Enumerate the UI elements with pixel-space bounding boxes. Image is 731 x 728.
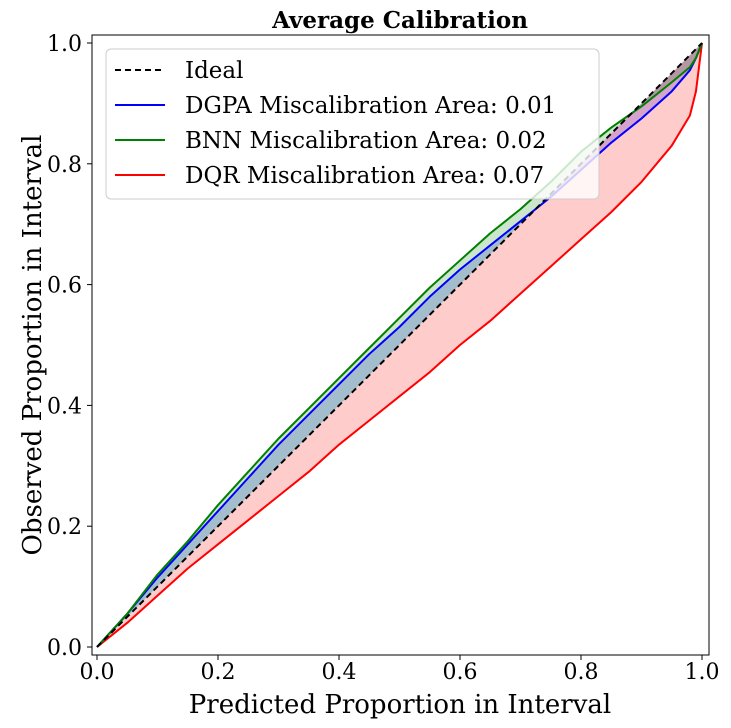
y-tick-label: 1.0 <box>47 32 82 57</box>
x-tick-label: 0.2 <box>201 660 236 685</box>
legend: Ideal DGPA Miscalibration Area: 0.01 BNN… <box>105 48 600 200</box>
series-line-bnn <box>96 42 703 648</box>
y-tick-label: 0.4 <box>47 394 82 419</box>
series-line-ideal <box>96 42 703 648</box>
y-tick-label: 0.0 <box>47 636 82 661</box>
x-axis-ticks: 0.0 0.2 0.4 0.6 0.8 1.0 <box>80 655 720 685</box>
x-tick-label: 0.0 <box>80 660 115 685</box>
x-tick-label: 1.0 <box>685 660 720 685</box>
legend-label-dgpa: DGPA Miscalibration Area: 0.01 <box>185 93 556 119</box>
y-axis-ticks: 0.0 0.2 0.4 0.6 0.8 1.0 <box>47 32 92 661</box>
plot-frame <box>91 34 710 656</box>
series-lines <box>96 42 703 648</box>
x-tick-label: 0.6 <box>443 660 478 685</box>
y-tick-label: 0.2 <box>47 515 82 540</box>
x-tick-label: 0.4 <box>322 660 357 685</box>
legend-label-bnn: BNN Miscalibration Area: 0.02 <box>185 128 547 154</box>
y-tick-label: 0.6 <box>47 274 82 299</box>
chart-title: Average Calibration <box>271 7 528 34</box>
x-axis-label: Predicted Proportion in Interval <box>189 690 611 720</box>
series-line-dgpa <box>96 42 703 648</box>
series-line-dqr <box>96 42 703 648</box>
legend-box <box>105 48 600 200</box>
x-tick-label: 0.8 <box>564 660 599 685</box>
y-axis-label: Observed Proportion in Interval <box>18 135 48 556</box>
legend-label-dqr: DQR Miscalibration Area: 0.07 <box>185 163 544 189</box>
legend-label-ideal: Ideal <box>185 58 244 84</box>
y-tick-label: 0.8 <box>47 153 82 178</box>
